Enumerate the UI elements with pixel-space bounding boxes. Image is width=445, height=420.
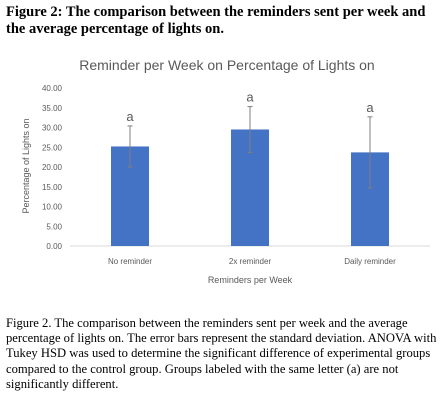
x-tick-label: No reminder — [108, 257, 152, 266]
significance-letters: a a a — [126, 90, 374, 124]
y-tick-label: 25.00 — [42, 143, 63, 152]
error-bar — [367, 116, 373, 189]
y-tick-label: 30.00 — [42, 124, 63, 133]
error-bar — [127, 125, 133, 168]
x-tick-label: Daily reminder — [344, 257, 396, 266]
significance-letter: a — [126, 109, 134, 124]
y-tick-label: 15.00 — [42, 183, 63, 192]
bar-chart: Reminder per Week on Percentage of Light… — [21, 57, 430, 285]
figure-title: Figure 2: The comparison between the rem… — [6, 4, 426, 37]
y-tick-labels: 0.00 5.00 10.00 15.00 20.00 25.00 30.00 35.00 40… — [42, 84, 63, 251]
error-bar — [247, 106, 253, 153]
y-tick-label: 0.00 — [46, 242, 62, 251]
y-tick-label: 10.00 — [42, 203, 63, 212]
significance-letter: a — [246, 90, 254, 105]
y-tick-label: 40.00 — [42, 84, 63, 93]
x-axis-label: Reminders per Week — [208, 275, 293, 285]
x-tick-label: 2x reminder — [229, 257, 272, 266]
y-tick-label: 20.00 — [42, 163, 63, 172]
y-tick-label: 35.00 — [42, 104, 63, 113]
chart-title: Reminder per Week on Percentage of Light… — [79, 57, 374, 73]
x-tick-labels: No reminder 2x reminder Daily reminder — [108, 257, 396, 266]
y-axis-label: Percentage of Lights on — [21, 118, 31, 213]
y-tick-label: 5.00 — [46, 222, 62, 231]
significance-letter: a — [366, 100, 374, 115]
error-bars — [127, 106, 373, 189]
figure-caption: Figure 2. The comparison between the rem… — [6, 316, 437, 391]
